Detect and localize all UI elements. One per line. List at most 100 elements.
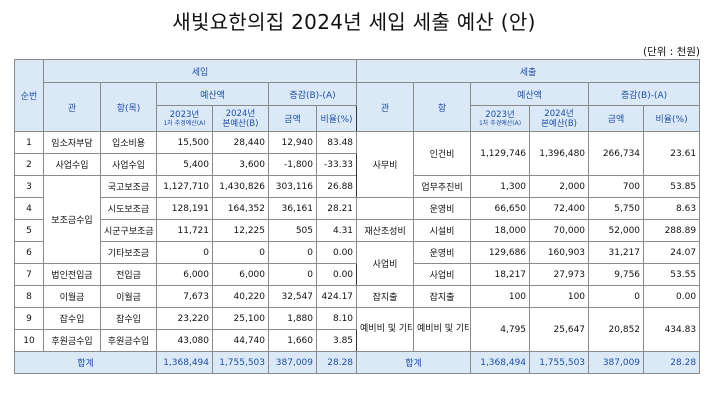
exp-2024-cell: 1,396,480 bbox=[529, 131, 590, 176]
exp-total-ratio: 28.28 bbox=[643, 351, 701, 374]
rev-total-label: 합계 bbox=[14, 351, 157, 374]
exp-2024-cell: 2,000 bbox=[529, 175, 590, 198]
rev-2024-cell: 12,225 bbox=[212, 219, 269, 242]
rev-total-2023: 1,368,494 bbox=[156, 351, 213, 374]
rev-ratio-cell: 3.85 bbox=[315, 329, 358, 352]
exp-amount-cell: 266,734 bbox=[588, 131, 645, 176]
exp-ratio-cell: 24.07 bbox=[643, 241, 701, 264]
rev-2024-cell: 1,430,826 bbox=[212, 175, 269, 198]
rev-amount-cell: 32,547 bbox=[268, 285, 317, 308]
exp-amount-cell: 5,750 bbox=[588, 197, 645, 220]
rev-2024-header: 2024년 본예산(B) bbox=[212, 105, 269, 132]
rev-amount-cell: 36,161 bbox=[268, 197, 317, 220]
exp-2024-cell: 70,000 bbox=[529, 219, 590, 242]
rev-2024-cell: 3,600 bbox=[212, 153, 269, 176]
exp-hang-cell: 인건비 bbox=[413, 131, 472, 176]
budget-table: 순번 세입 세출 관 항(목) 예산액 증감(B)-(A) 관 항 예산액 증감… bbox=[14, 59, 701, 374]
rev-2023-cell: 11,721 bbox=[156, 219, 213, 242]
total-row: 합계 1,368,494 1,755,503 387,009 28.28 합계 … bbox=[14, 351, 701, 374]
seq-cell: 3 bbox=[14, 175, 44, 198]
exp-2023-cell: 1,129,746 bbox=[470, 131, 531, 176]
seq-cell: 4 bbox=[14, 197, 44, 220]
rev-hang-cell: 시군구보조금 bbox=[100, 219, 157, 242]
exp-gwan-saeopbi: 사업비 bbox=[356, 241, 415, 286]
rev-2024-cell: 44,740 bbox=[212, 329, 269, 352]
rev-amount-cell: 12,940 bbox=[268, 131, 317, 154]
rev-amount-cell: 303,116 bbox=[268, 175, 317, 198]
rev-2024-cell: 164,352 bbox=[212, 197, 269, 220]
exp-2023-cell: 18,000 bbox=[470, 219, 531, 242]
exp-ratio-cell: 8.63 bbox=[643, 197, 701, 220]
exp-2024-cell: 27,973 bbox=[529, 263, 590, 286]
rev-amount-header: 금액 bbox=[268, 105, 317, 132]
rev-amount-cell: 1,880 bbox=[268, 307, 317, 330]
table-row: 8 이월금 이월금 7,673 40,220 32,547 424.17 잡지출… bbox=[14, 285, 701, 308]
rev-2024-cell: 25,100 bbox=[212, 307, 269, 330]
rev-hang-header: 항(목) bbox=[100, 82, 157, 132]
rev-hang-cell: 사업수입 bbox=[100, 153, 157, 176]
rev-gwan-cell: 법인전입금 bbox=[43, 263, 101, 286]
rev-hang-cell: 기타보조금 bbox=[100, 241, 157, 264]
rev-ratio-cell: 0.00 bbox=[315, 263, 358, 286]
exp-ratio-cell: 53.85 bbox=[643, 175, 701, 198]
rev-ratio-cell: 26.88 bbox=[315, 175, 358, 198]
rev-2023-cell: 15,500 bbox=[156, 131, 213, 154]
exp-amount-cell: 700 bbox=[588, 175, 645, 198]
rev-total-amount: 387,009 bbox=[268, 351, 317, 374]
exp-gwan-header: 관 bbox=[356, 82, 415, 132]
exp-hang-header: 항 bbox=[413, 82, 472, 132]
rev-hang-cell: 후원금수입 bbox=[100, 329, 157, 352]
exp-total-2024: 1,755,503 bbox=[529, 351, 590, 374]
table-row: 4 시도보조금 128,191 164,352 36,161 28.21 운영비… bbox=[14, 197, 701, 220]
exp-ratio-cell: 23.61 bbox=[643, 131, 701, 176]
seq-cell: 5 bbox=[14, 219, 44, 242]
rev-hang-cell: 입소비용 bbox=[100, 131, 157, 154]
rev-2023-cell: 7,673 bbox=[156, 285, 213, 308]
rev-hang-cell: 전입금 bbox=[100, 263, 157, 286]
seq-cell: 7 bbox=[14, 263, 44, 286]
exp-2024-cell: 72,400 bbox=[529, 197, 590, 220]
exp-2024-cell: 100 bbox=[529, 285, 590, 308]
exp-2023-cell: 129,686 bbox=[470, 241, 531, 264]
table-header: 순번 세입 세출 관 항(목) 예산액 증감(B)-(A) 관 항 예산액 증감… bbox=[14, 59, 701, 132]
rev-ratio-cell: 4.31 bbox=[315, 219, 358, 242]
exp-ratio-cell: 288.89 bbox=[643, 219, 701, 242]
exp-2023-cell: 18,217 bbox=[470, 263, 531, 286]
rev-2023-cell: 23,220 bbox=[156, 307, 213, 330]
unit-note: (단위 : 천원) bbox=[642, 46, 700, 58]
rev-hang-cell: 이월금 bbox=[100, 285, 157, 308]
table-row: 9 잡수입 잡수입 23,220 25,100 1,880 8.10 예비비 및… bbox=[14, 307, 701, 352]
table-body: 1 임소자부담 입소비용 15,500 28,440 12,940 83.48 … bbox=[14, 131, 701, 374]
exp-ratio-header: 비율(%) bbox=[643, 105, 701, 132]
rev-2023-cell: 128,191 bbox=[156, 197, 213, 220]
exp-amount-cell: 20,852 bbox=[588, 307, 645, 352]
exp-hang-cell: 운영비 bbox=[413, 197, 472, 220]
rev-amount-cell: 505 bbox=[268, 219, 317, 242]
expenditure-header: 세출 bbox=[356, 59, 701, 83]
rev-ratio-header: 비율(%) bbox=[315, 105, 358, 132]
rev-amount-cell: 0 bbox=[268, 241, 317, 264]
rev-total-2024: 1,755,503 bbox=[212, 351, 269, 374]
rev-change-header: 증감(B)-(A) bbox=[267, 82, 358, 106]
rev-2023-header: 2023년 1차 추경예산(A) bbox=[156, 105, 213, 132]
exp-gwan-japjichul: 잡지출 bbox=[356, 285, 415, 308]
exp-hang-cell: 예비비 및 기타 bbox=[413, 307, 472, 352]
table-row: 2 사업수입 사업수입 5,400 3,600 -1,800 -33.33 bbox=[14, 153, 700, 176]
seq-cell: 9 bbox=[14, 307, 44, 330]
exp-2023-header: 2023년 1차 추경예산(A) bbox=[470, 105, 531, 132]
exp-amount-cell: 31,217 bbox=[588, 241, 645, 264]
table-row: 1 임소자부담 입소비용 15,500 28,440 12,940 83.48 … bbox=[14, 131, 701, 198]
exp-budget-header: 예산액 bbox=[470, 82, 590, 106]
exp-gwan-samubi: 사무비 bbox=[356, 131, 415, 198]
exp-2023-cell: 4,795 bbox=[470, 307, 531, 352]
exp-gwan-yebi: 예비비 및 기타 bbox=[356, 307, 415, 352]
rev-amount-cell: -1,800 bbox=[268, 153, 317, 176]
exp-gwan-empty bbox=[356, 197, 415, 220]
rev-ratio-cell: 0.00 bbox=[315, 241, 358, 264]
seq-cell: 2 bbox=[14, 153, 44, 176]
rev-gwan-cell: 이월금 bbox=[43, 285, 101, 308]
rev-amount-cell: 0 bbox=[268, 263, 317, 286]
exp-total-2023: 1,368,494 bbox=[470, 351, 531, 374]
exp-2023-cell: 1,300 bbox=[470, 175, 531, 198]
rev-2024-cell: 28,440 bbox=[212, 131, 269, 154]
